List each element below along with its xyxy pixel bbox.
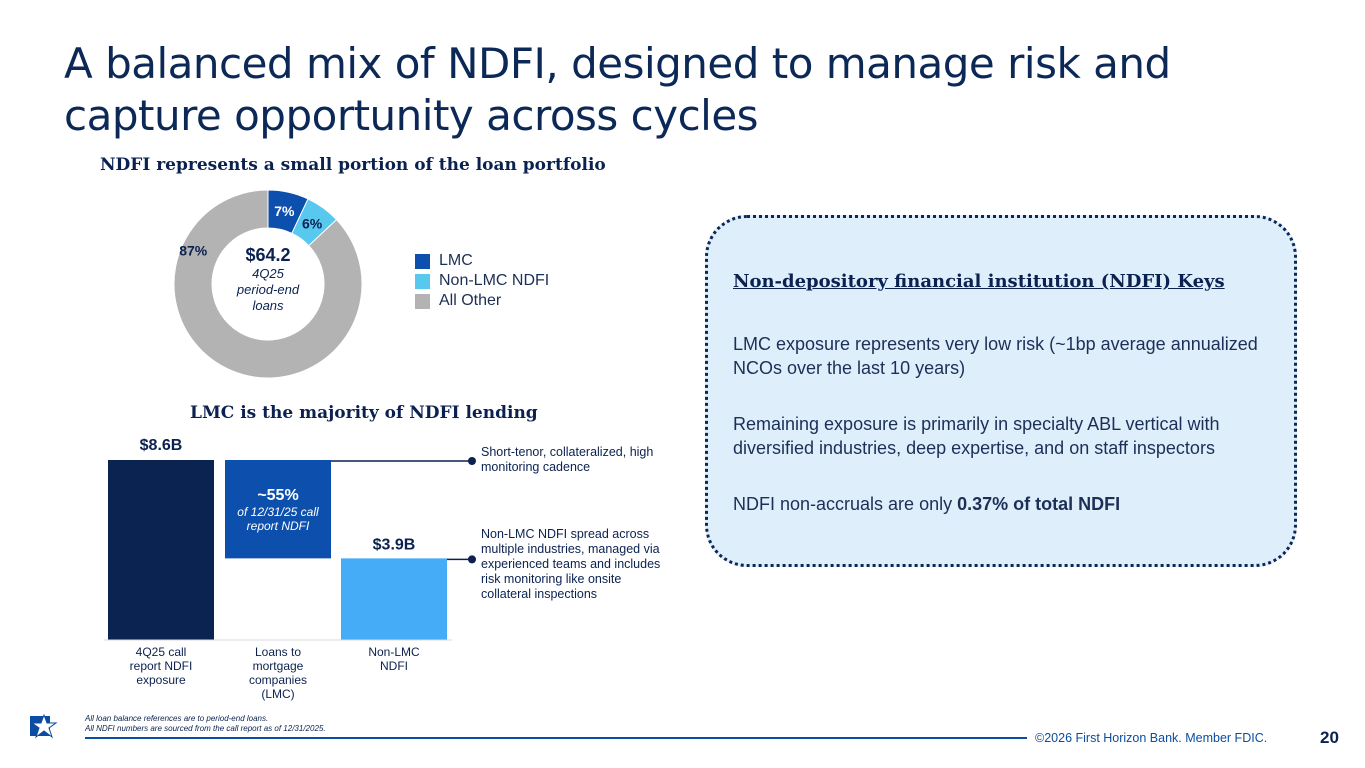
donut-center-label-1: 4Q25 <box>252 266 285 281</box>
note-lmc: Short-tenor, collateralized, high monito… <box>481 445 654 474</box>
ndfi-keys-box: Non-depository financial institution (ND… <box>705 215 1297 567</box>
donut-slice-label-lmc: 7% <box>274 203 295 219</box>
legend-swatch-lmc <box>415 253 430 269</box>
legend-label-non-lmc: Non-LMC NDFI <box>439 272 550 289</box>
donut-slice-label-all-other: 87% <box>179 242 208 258</box>
legend-item-non-lmc: Non-LMC NDFI <box>415 271 549 291</box>
donut-slice-all-other <box>173 190 363 379</box>
waterfall-chart: $8.6B ~55% of 12/31/25 call report NDFI … <box>104 437 476 701</box>
key-point-3-text: NDFI non-accruals are only <box>733 494 958 514</box>
legend-swatch-non-lmc <box>415 273 430 289</box>
page-number: 20 <box>1320 728 1339 747</box>
legend-swatch-all-other <box>415 293 430 309</box>
bar-lmc-sublabel-2: report NDFI <box>247 519 310 533</box>
legend-item-all-other: All Other <box>415 291 549 311</box>
footnote-2: All NDFI numbers are sourced from the ca… <box>85 724 326 733</box>
footer-rule <box>85 737 1027 739</box>
note-non-lmc: Non-LMC NDFI spread across multiple indu… <box>481 527 661 601</box>
footnote-1: All loan balance references are to perio… <box>85 714 269 723</box>
bar-total-ndfi <box>108 460 214 640</box>
bar-value-label-non-lmc: $3.9B <box>373 536 416 553</box>
legend-label-all-other: All Other <box>439 292 502 309</box>
bar-value-label-total: $8.6B <box>140 437 183 454</box>
key-point-1: LMC exposure represents very low risk (~… <box>733 334 1258 378</box>
keys-heading: Non-depository financial institution (ND… <box>733 271 1225 292</box>
key-point-3: NDFI non-accruals are only 0.37% of tota… <box>733 492 1283 516</box>
connector-dot-top <box>468 457 476 465</box>
bar-value-label-lmc: ~55% <box>257 487 298 504</box>
donut-slice-label-non-lmc: 6% <box>302 215 323 231</box>
donut-center-label-2: period-end <box>236 282 300 297</box>
donut-center-value: $64.2 <box>245 245 290 265</box>
footnotes: All loan balance references are to perio… <box>85 714 326 734</box>
donut-subtitle: NDFI represents a small portion of the l… <box>100 155 606 175</box>
donut-legend: LMC Non-LMC NDFI All Other <box>415 251 549 311</box>
bar-category-label-2: Loans to mortgage companies (LMC) <box>249 645 307 701</box>
bar-lmc <box>225 460 331 559</box>
copyright: ©2026 First Horizon Bank. Member FDIC. <box>1035 731 1268 745</box>
bar-non-lmc <box>341 558 447 640</box>
bar-category-label-1: 4Q25 call report NDFI exposure <box>130 645 193 687</box>
legend-item-lmc: LMC <box>415 251 549 271</box>
bar-category-label-3: Non-LMC NDFI <box>368 645 420 673</box>
bar-subtitle: LMC is the majority of NDFI lending <box>190 403 538 423</box>
first-horizon-logo-icon <box>30 713 58 739</box>
legend-label-lmc: LMC <box>439 252 473 269</box>
page-title: A balanced mix of NDFI, designed to mana… <box>64 39 1171 140</box>
connector-dot-bottom <box>468 555 476 564</box>
key-point-2: Remaining exposure is primarily in speci… <box>733 414 1220 458</box>
donut-center-label-3: loans <box>252 298 284 313</box>
bar-lmc-sublabel-1: of 12/31/25 call <box>237 505 319 519</box>
donut-chart: 7% 6% 87% $64.2 4Q25 period-end loans <box>173 190 363 379</box>
key-point-3-highlight: 0.37% of total NDFI <box>957 494 1121 514</box>
